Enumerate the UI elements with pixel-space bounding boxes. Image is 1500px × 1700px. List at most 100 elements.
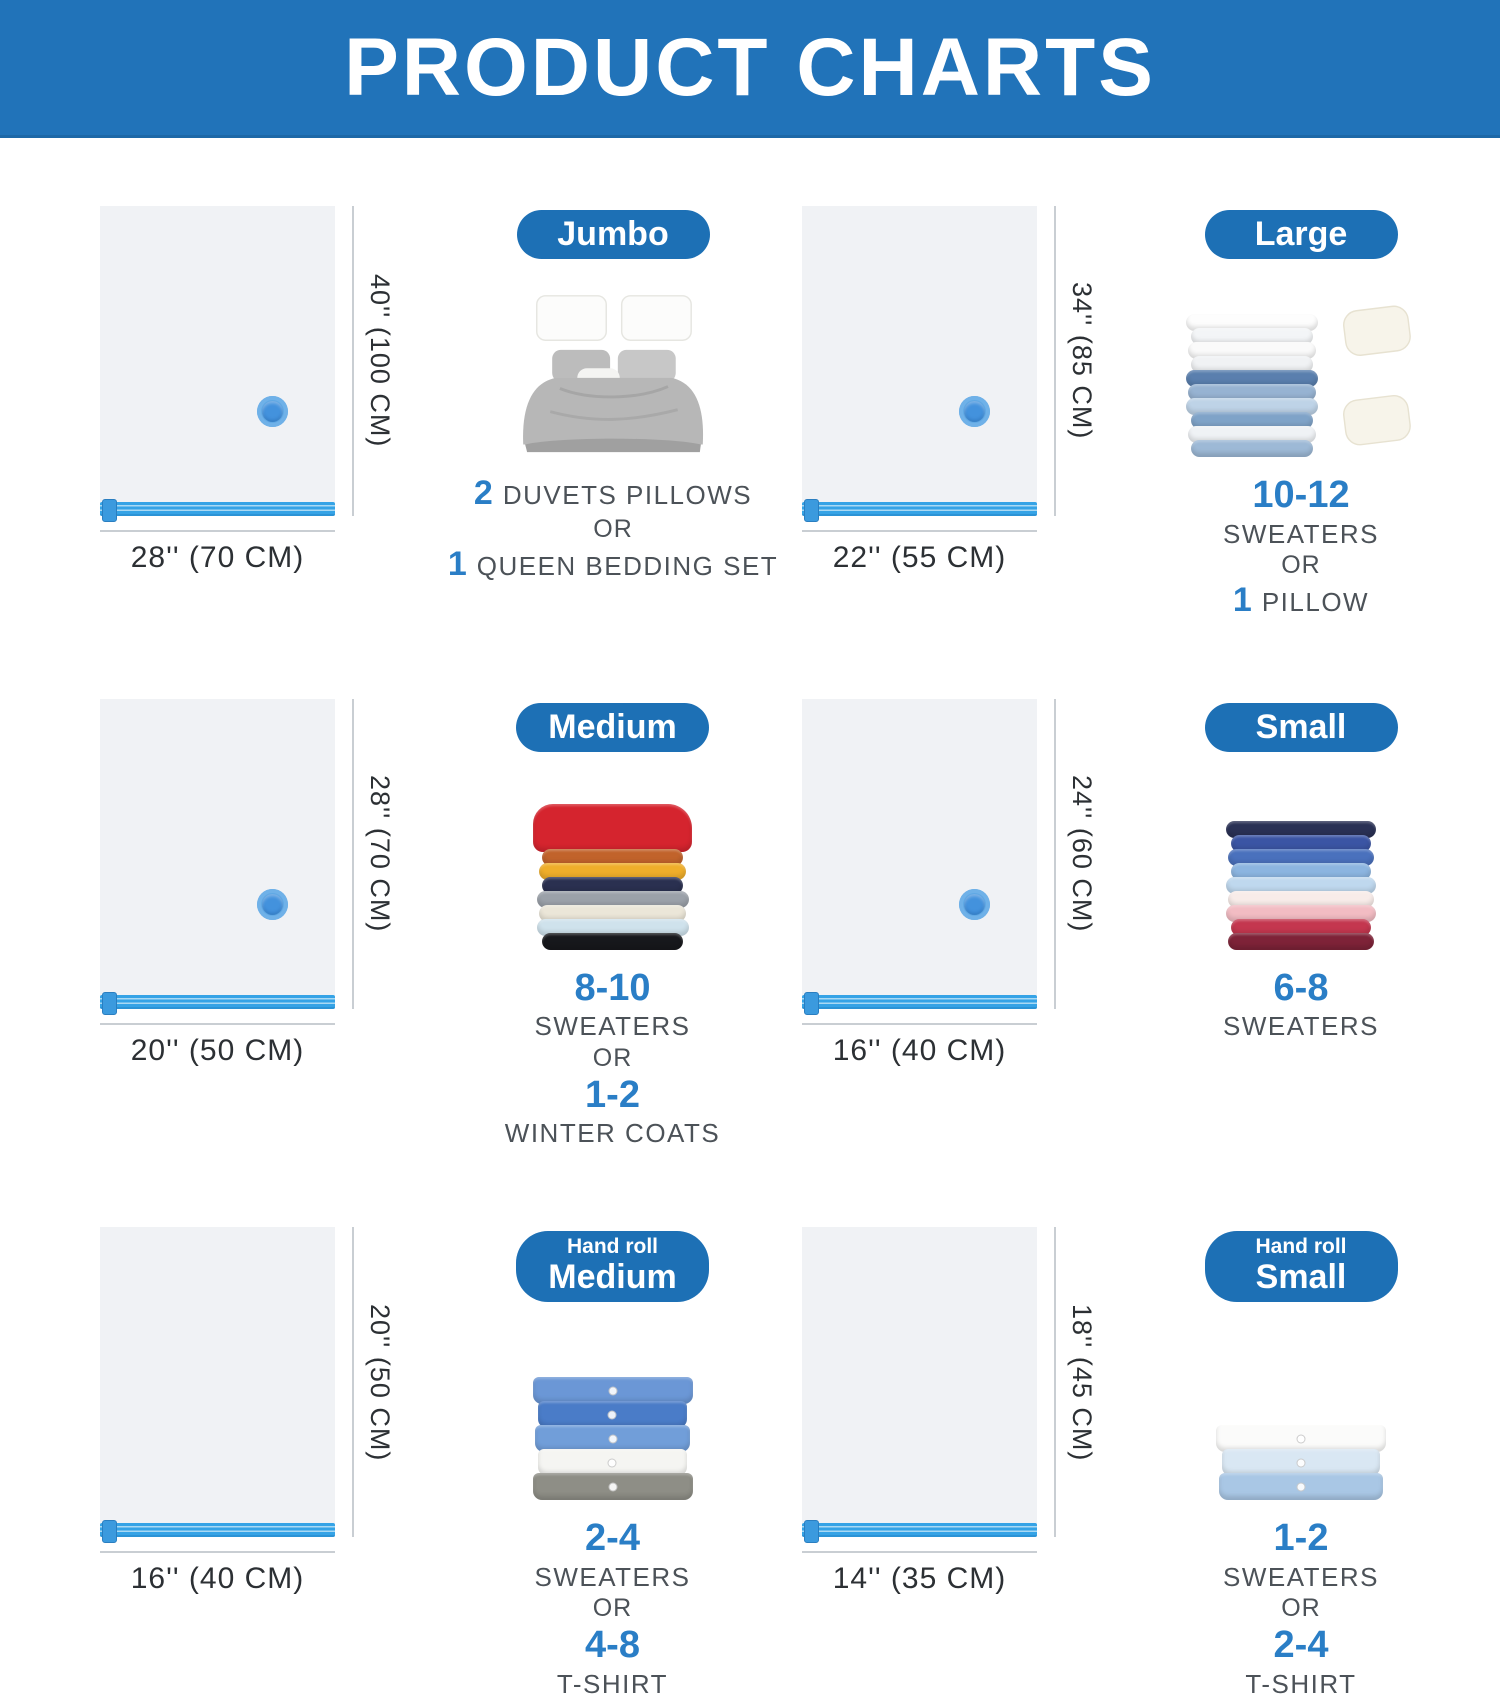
size-badge: Hand roll Small [1204, 1231, 1398, 1303]
bag-height-label: 24'' (60 CM) [1067, 774, 1097, 933]
height-dimension-line [1054, 206, 1056, 516]
bag-height-label: 34'' (85 CM) [1067, 282, 1097, 440]
bag-width-label: 16'' (40 CM) [130, 1562, 305, 1596]
zipper-slider-icon [804, 1520, 819, 1544]
capacity-line: OR [505, 1043, 720, 1073]
capacity-number: 2-4 [585, 1517, 640, 1560]
capacity-line: OR [535, 1593, 691, 1623]
size-badge: Jumbo [516, 210, 710, 260]
size-info-panel: Jumbo 2 [448, 206, 777, 585]
capacity-line: OR [1223, 550, 1379, 580]
folded-garment [1187, 342, 1317, 360]
clothes-stack [1216, 1425, 1386, 1501]
vacuum-valve-icon [257, 396, 288, 427]
capacity-number: 1-2 [1273, 1517, 1329, 1560]
capacity-label: PILLOW [1261, 586, 1370, 617]
size-section: 24'' (60 CM) 16'' (40 CM) Small 6-8 SWEAT… [762, 698, 1500, 1150]
capacity-label: T-SHIRT [556, 1668, 669, 1699]
folded-garment [1190, 356, 1314, 374]
contents-illustration [1186, 279, 1416, 458]
size-info-panel: Large 10-12 SWEATERS OR 1 PILLOW [1155, 206, 1447, 621]
capacity-line: 8-10 [505, 966, 720, 1012]
clothes-stack [1226, 820, 1376, 950]
capacity-label: OR [1281, 550, 1321, 579]
zipper-slider-icon [102, 499, 117, 522]
header-banner: PRODUCT CHARTS [0, 0, 1500, 138]
size-badge: Medium [516, 702, 709, 752]
size-info-panel: Hand roll Medium 2-4 SWEATERS OR 4-8 T-SHIRT [463, 1227, 762, 1700]
clothes-stack [532, 1377, 693, 1501]
folded-garment [538, 904, 687, 922]
size-badge: Large [1204, 210, 1398, 260]
capacity-line: T-SHIRT [535, 1669, 691, 1700]
folded-garment [1186, 314, 1318, 332]
capacity-line: 10-12 [1223, 473, 1379, 519]
size-info-panel: Medium 8-10 SWEATERS OR 1-2 WINTER COATS [463, 699, 762, 1150]
height-dimension-line [1054, 1227, 1056, 1538]
capacity-label: SWEATERS [1223, 1011, 1379, 1042]
capacity-number: 1-2 [585, 1073, 640, 1116]
folded-garment [538, 862, 687, 880]
capacity-line: SWEATERS [505, 1011, 720, 1042]
vacuum-valve-inner [262, 401, 283, 422]
folded-garment [541, 876, 684, 894]
zipper-slider-icon [804, 499, 819, 522]
vacuum-bag [100, 1227, 335, 1544]
badge-size-label: Small [1255, 707, 1347, 746]
capacity-number: 4-8 [585, 1624, 640, 1667]
badge-size-label: Medium [548, 707, 677, 746]
folded-garment [1228, 890, 1374, 908]
capacity-line: SWEATERS [1223, 1562, 1379, 1593]
capacity-label: T-SHIRT [1245, 1668, 1357, 1699]
zipper-seal [100, 991, 335, 1015]
bag-width-label: 22'' (55 CM) [832, 541, 1007, 574]
zipper-seal [802, 991, 1037, 1015]
capacity-line: 1 QUEEN BEDDING SET [448, 544, 778, 585]
bag-width-label: 20'' (50 CM) [130, 1033, 305, 1067]
bag-diagram: 24'' (60 CM) 16'' (40 CM) [802, 698, 1097, 1068]
capacity-text: 10-12 SWEATERS OR 1 PILLOW [1223, 473, 1379, 621]
size-info-panel: Small 6-8 SWEATERS [1155, 699, 1447, 1043]
badge-size-label: Medium [548, 1258, 677, 1297]
size-badge: Small [1204, 702, 1398, 752]
capacity-number: 8-10 [574, 966, 651, 1009]
folded-garment [1216, 1425, 1386, 1453]
capacity-label: QUEEN BEDDING SET [476, 550, 779, 581]
contents-illustration [533, 772, 692, 950]
height-dimension-line [352, 206, 354, 516]
folded-garment [1190, 412, 1314, 430]
folded-garment [541, 848, 684, 866]
badge-type-label: Hand roll [1255, 1235, 1347, 1259]
vacuum-bag [802, 206, 1037, 522]
width-dimension-line [100, 530, 335, 532]
zipper-slider-icon [102, 991, 117, 1015]
size-section: 34'' (85 CM) 22'' (55 CM) Large [762, 206, 1500, 621]
bed-image [523, 295, 704, 453]
capacity-line: 2-4 [1223, 1623, 1379, 1669]
size-section: 40'' (100 CM) 28'' (70 CM) Jumbo [100, 206, 777, 621]
folded-garment [536, 918, 689, 936]
vacuum-bag [802, 698, 1037, 1015]
bag-height-label: 18'' (45 CM) [1067, 1303, 1097, 1461]
vacuum-valve-inner [964, 893, 985, 915]
folded-garment [538, 1401, 687, 1429]
height-dimension-line [352, 1227, 354, 1538]
capacity-label: SWEATERS [1223, 1562, 1379, 1593]
capacity-label: DUVETS PILLOWS [502, 480, 753, 511]
badge-size-label: Jumbo [557, 215, 669, 253]
capacity-line: 6-8 [1223, 966, 1379, 1012]
folded-garment [1231, 862, 1371, 880]
folded-garment [1226, 876, 1376, 894]
vacuum-bag [100, 698, 335, 1015]
vacuum-valve-inner [964, 401, 985, 422]
capacity-label: OR [592, 1043, 633, 1072]
capacity-text: 8-10 SWEATERS OR 1-2 WINTER COATS [505, 966, 720, 1150]
folded-garment [1226, 904, 1376, 922]
width-dimension-line [802, 1551, 1037, 1554]
capacity-label: OR [592, 1594, 633, 1623]
vacuum-bag [100, 206, 335, 522]
vacuum-valve-inner [262, 893, 283, 915]
capacity-line: T-SHIRT [1223, 1669, 1379, 1700]
folded-garment [533, 803, 692, 852]
zipper-slider-icon [102, 1520, 117, 1544]
